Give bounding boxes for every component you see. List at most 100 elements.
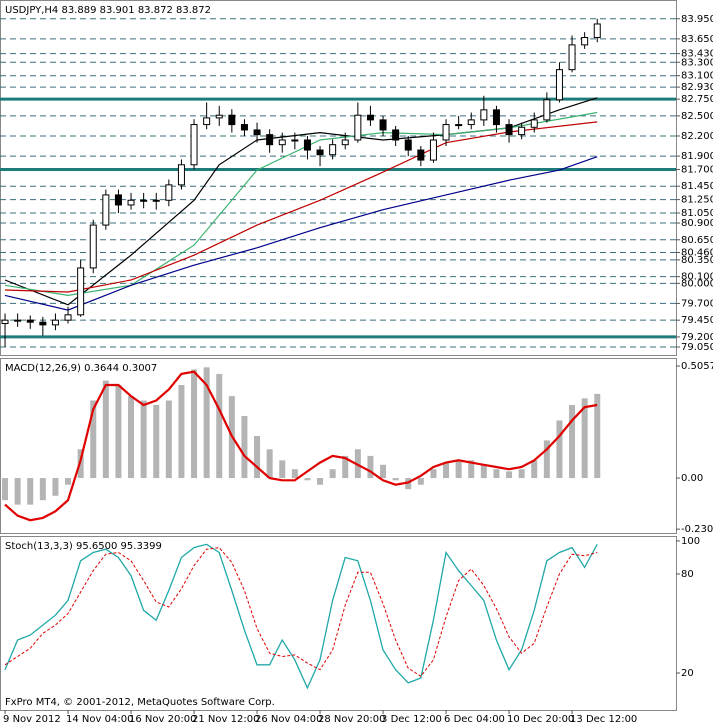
moving-average	[4, 97, 598, 306]
candle-body	[165, 184, 173, 201]
candle-body	[203, 117, 211, 126]
candle-body	[404, 139, 412, 151]
x-tick-label: 9 Nov 2012	[3, 714, 61, 725]
macd-bar	[392, 478, 399, 481]
y-tick-label: 20	[681, 668, 694, 679]
macd-panel	[0, 358, 677, 534]
x-tick-label: 14 Nov 04:00	[66, 714, 133, 725]
x-tick-label: 16 Nov 20:00	[129, 714, 196, 725]
macd-bar	[506, 471, 513, 479]
candle-body	[442, 124, 450, 141]
stoch-panel	[0, 536, 677, 711]
y-tick-label: 83.300	[681, 57, 713, 68]
candle-body	[492, 109, 500, 126]
macd-bar	[115, 385, 122, 479]
candle-body	[89, 224, 97, 269]
macd-bar	[443, 462, 450, 479]
y-tick-label: 81.450	[681, 181, 713, 192]
candle-body	[581, 37, 589, 46]
moving-average	[4, 156, 598, 311]
candle-body	[505, 124, 513, 136]
candle-body	[102, 194, 110, 226]
candle-body	[341, 139, 349, 146]
candle-body	[429, 139, 437, 161]
candle-body	[240, 124, 248, 131]
x-tick-label: 10 Dec 20:00	[507, 714, 574, 725]
candle-body	[228, 114, 236, 126]
candle-body	[329, 144, 337, 156]
macd-bar	[430, 469, 437, 479]
moving-average	[4, 111, 598, 297]
x-tick-label: 21 Nov 12:00	[192, 714, 259, 725]
candle-body	[152, 199, 160, 202]
candle-body	[51, 319, 59, 326]
y-tick-label: 79.200	[681, 332, 713, 343]
candle-body	[518, 126, 526, 136]
y-tick-label: 100	[681, 536, 700, 547]
y-tick-label: 82.930	[681, 82, 713, 93]
candle-body	[266, 134, 274, 146]
y-tick-label: 83.100	[681, 71, 713, 82]
candle-body	[555, 69, 563, 101]
macd-bar	[128, 396, 135, 479]
stoch-main	[4, 543, 598, 690]
candle-body	[480, 109, 488, 121]
macd-bar	[178, 385, 185, 479]
macd-bar	[279, 460, 286, 479]
macd-bar	[14, 478, 21, 505]
candle-body	[467, 119, 475, 126]
macd-bar	[581, 398, 588, 479]
macd-bar	[65, 478, 72, 485]
macd-bar	[52, 478, 59, 496]
candle-body	[253, 129, 261, 136]
y-tick-label: -0.2306	[681, 524, 713, 535]
panel-title: USDJPY,H4 83.889 83.901 83.872 83.872	[5, 5, 211, 16]
candle-body	[278, 139, 286, 146]
y-tick-label: 0.00	[681, 473, 703, 484]
candle-body	[543, 99, 551, 121]
candle-body	[568, 44, 576, 71]
y-tick-label: 80.650	[681, 235, 713, 246]
candle-body	[215, 114, 223, 119]
y-tick-label: 80.000	[681, 278, 713, 289]
macd-bar	[216, 373, 223, 479]
macd-bar	[140, 400, 147, 479]
y-tick-label: 82.200	[681, 131, 713, 142]
y-tick-label: 0.5057	[681, 361, 713, 372]
candle-body	[77, 267, 85, 316]
macd-bar	[291, 469, 298, 479]
candle-body	[177, 164, 185, 186]
macd-bar	[417, 478, 424, 485]
y-tick-label: 81.050	[681, 208, 713, 219]
macd-bar	[90, 400, 97, 479]
macd-bar	[266, 449, 273, 479]
stoch-signal	[4, 547, 598, 677]
candle-body	[26, 319, 34, 323]
candle-body	[291, 139, 299, 142]
panel-title: MACD(12,26,9) 0.3644 0.3007	[5, 363, 157, 374]
y-tick-label: 83.430	[681, 49, 713, 60]
macd-bar	[594, 393, 601, 479]
candle-body	[354, 114, 362, 141]
y-tick-label: 80.100	[681, 272, 713, 283]
candle-body	[455, 124, 463, 127]
macd-bar	[468, 460, 475, 479]
x-tick-label: 3 Dec 12:00	[381, 714, 442, 725]
y-tick-label: 81.900	[681, 151, 713, 162]
y-tick-label: 82.500	[681, 111, 713, 122]
candle-body	[1, 319, 9, 325]
panel-title: Stoch(13,3,3) 95.6500 95.3399	[5, 541, 162, 552]
macd-bar	[380, 464, 387, 479]
macd-bar	[304, 478, 311, 481]
x-tick-label: 13 Dec 12:00	[570, 714, 637, 725]
x-tick-label: 26 Nov 04:00	[255, 714, 322, 725]
macd-bar	[531, 460, 538, 479]
y-tick-label: 81.250	[681, 195, 713, 206]
macd-signal	[4, 370, 598, 522]
macd-bar	[254, 435, 261, 479]
candle-body	[417, 149, 425, 161]
macd-bar	[329, 469, 336, 479]
candle-body	[127, 199, 135, 206]
macd-bar	[39, 478, 46, 501]
